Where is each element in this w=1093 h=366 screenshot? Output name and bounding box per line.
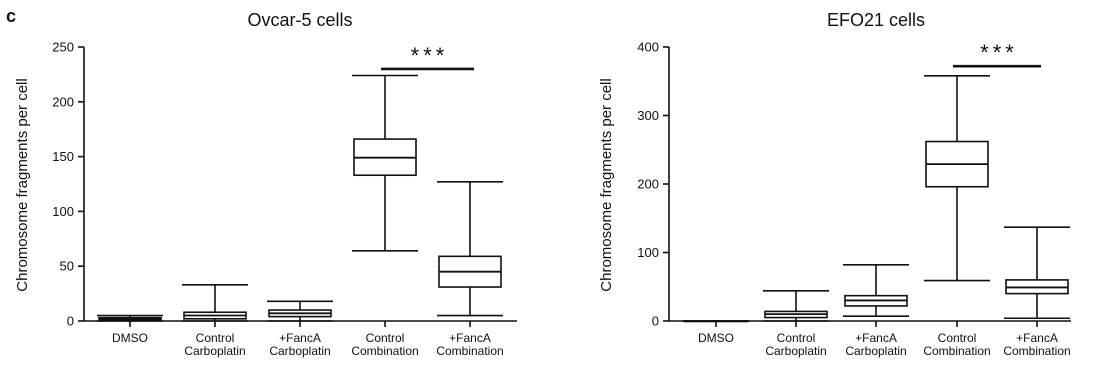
y-tick-label: 200: [52, 94, 74, 109]
y-tick-label: 100: [52, 204, 74, 219]
y-tick-label: 300: [637, 108, 659, 123]
significance-label: ***: [980, 40, 1018, 65]
x-tick-label-line: Carboplatin: [269, 344, 330, 358]
box-plot: [437, 181, 503, 317]
x-tick-label-line: DMSO: [112, 331, 148, 345]
box-plot: [182, 284, 248, 322]
x-tick-label: +FancA Combination: [436, 331, 503, 358]
box-plot: [843, 264, 909, 318]
x-tick-label-line: Control: [938, 331, 977, 345]
x-tick-label-line: DMSO: [698, 331, 734, 345]
box-plot: [924, 74, 990, 282]
x-tick-label-line: Combination: [436, 344, 503, 358]
box-plot: [352, 74, 418, 252]
x-tick-label-line: Combination: [1003, 344, 1070, 358]
x-tick-label: DMSO: [698, 331, 734, 345]
x-tick-label-line: Combination: [923, 344, 990, 358]
x-tick-label-line: Control: [366, 331, 405, 345]
chart-title: EFO21 cells: [827, 10, 925, 30]
x-tick-label: +FancA Carboplatin: [269, 331, 330, 358]
x-tick-label-line: +FancA: [1016, 331, 1058, 345]
y-tick-label: 0: [652, 314, 659, 329]
chart-efo21: EFO21 cells Chromosome fragments per cel…: [598, 10, 1071, 358]
x-tick-label-line: Carboplatin: [765, 344, 826, 358]
x-tick-label: Control Carboplatin: [184, 331, 245, 358]
panel-label: c: [6, 6, 16, 26]
y-tick-label: 250: [52, 40, 74, 55]
x-tick-label: DMSO: [112, 331, 148, 345]
x-tick-label-line: Carboplatin: [845, 344, 906, 358]
x-tick-label: Control Carboplatin: [765, 331, 826, 358]
x-tick-label: +FancA Combination: [1003, 331, 1070, 358]
y-axis-label: Chromosome fragments per cell: [598, 78, 615, 291]
box-plot: [267, 300, 333, 322]
y-tick-label: 100: [637, 245, 659, 260]
x-tick-label-line: Combination: [351, 344, 418, 358]
x-tick-label: Control Combination: [923, 331, 990, 358]
y-axis-label: Chromosome fragments per cell: [14, 78, 31, 291]
x-tick-label-line: Carboplatin: [184, 344, 245, 358]
chart-ovcar5: Ovcar-5 cells Chromosome fragments per c…: [14, 10, 517, 358]
chart-title: Ovcar-5 cells: [247, 10, 352, 30]
y-tick-label: 150: [52, 149, 74, 164]
box-plot: [683, 320, 749, 323]
box-plot: [763, 290, 829, 322]
box-plot: [97, 314, 163, 322]
x-tick-label-line: Control: [196, 331, 235, 345]
y-tick-label: 0: [67, 314, 74, 329]
x-tick-label: Control Combination: [351, 331, 418, 358]
y-tick-label: 400: [637, 40, 659, 55]
y-tick-label: 50: [60, 259, 74, 274]
x-tick-label: +FancA Carboplatin: [845, 331, 906, 358]
x-tick-label-line: +FancA: [279, 331, 321, 345]
y-tick-label: 200: [637, 177, 659, 192]
x-tick-label-line: +FancA: [449, 331, 491, 345]
significance-label: ***: [411, 43, 449, 68]
x-tick-label-line: Control: [777, 331, 816, 345]
box-plot: [1004, 226, 1070, 320]
x-tick-label-line: +FancA: [855, 331, 897, 345]
